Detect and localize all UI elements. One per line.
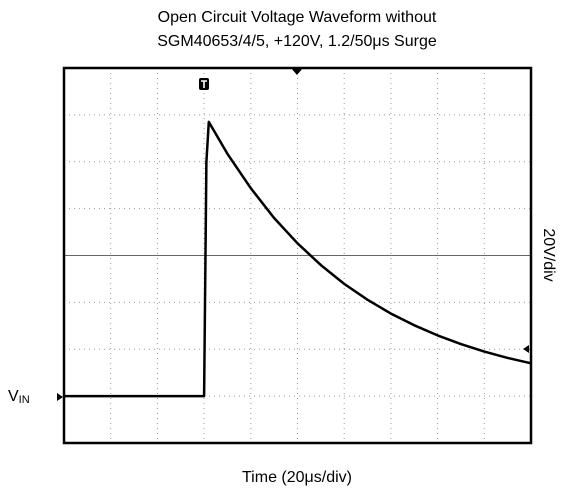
- y-axis-label: 20V/div: [540, 228, 557, 281]
- waveform: [64, 120, 532, 398]
- level-label-main: V: [8, 388, 19, 405]
- level-label: VIN: [8, 388, 30, 406]
- trigger-marker: [199, 78, 209, 90]
- plot-area: [63, 67, 532, 444]
- horizontal-position-marker: [291, 68, 303, 75]
- level-label-subscript: IN: [19, 394, 30, 406]
- x-axis-label: Time (20μs/div): [242, 469, 352, 486]
- chart-title: SGM40653/4/5, +120V, 1.2/50μs Surge: [157, 33, 437, 50]
- trigger-level-marker: [523, 345, 529, 353]
- trigger-icon-letter: [201, 80, 207, 88]
- chart-title: Open Circuit Voltage Waveform without: [158, 9, 437, 26]
- ground-marker: [57, 393, 63, 401]
